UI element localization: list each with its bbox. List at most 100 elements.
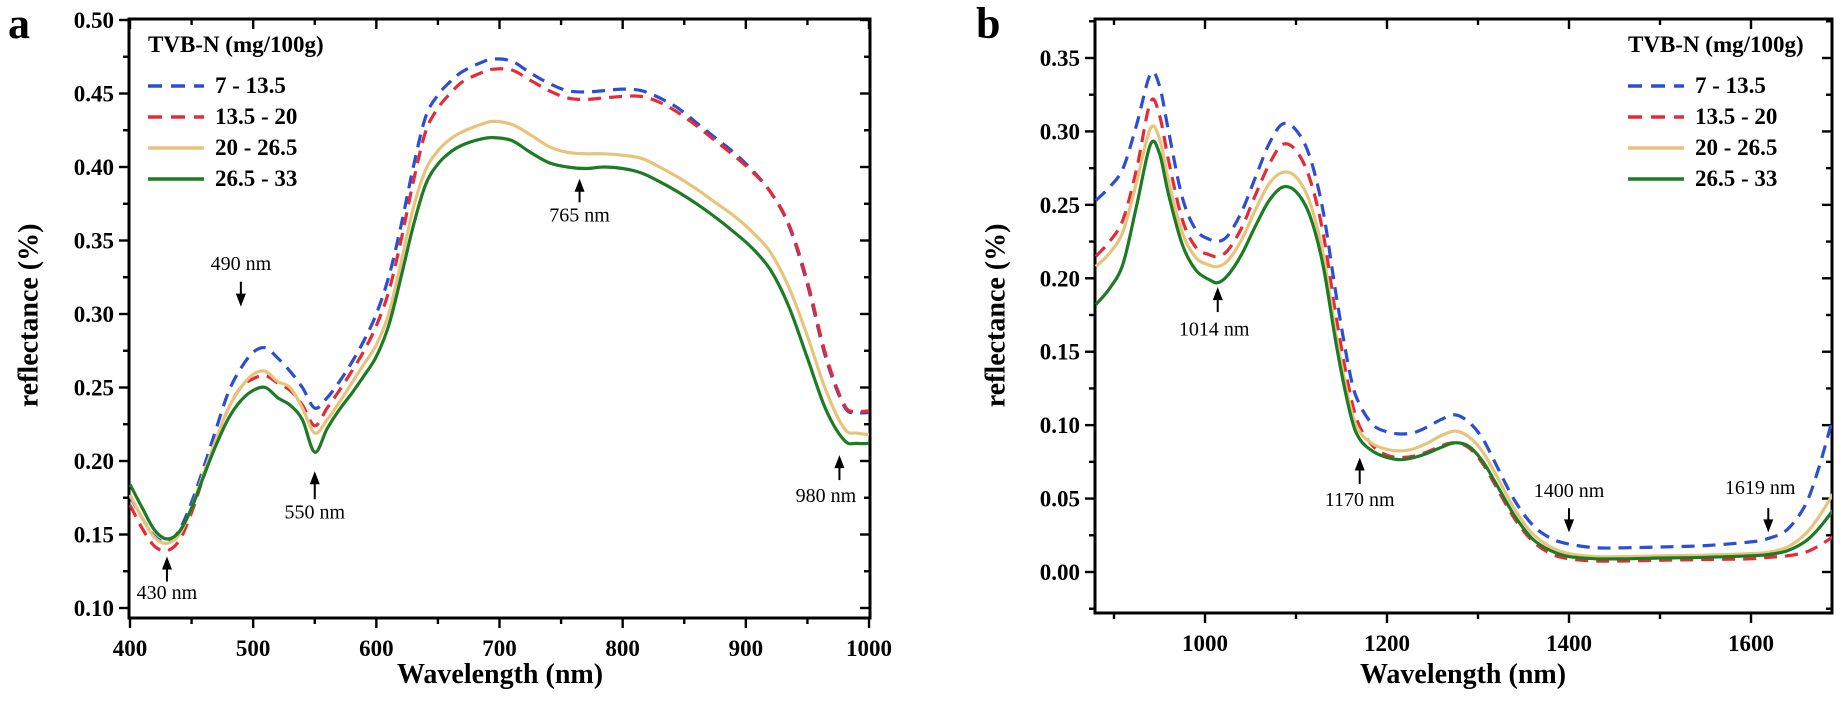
y-tick-label: 0.35 [1040, 46, 1080, 71]
arrow-down-icon [1763, 519, 1774, 533]
series-line-7-13.5 [1095, 70, 1832, 550]
annotation-1170-nm: 1170 nm [1325, 457, 1395, 511]
legend-entry: 20 - 26.5 [146, 132, 324, 163]
annotation-label: 1619 nm [1725, 477, 1796, 499]
axis-tick-labels: 1000 1200 1400 1600 0.00 0.05 0.10 0.15 0.20 0.25… [1040, 46, 1774, 656]
series-lines [129, 57, 870, 553]
legend-line-sample-blue [1628, 83, 1684, 88]
legend-entry-label: 13.5 - 20 [1695, 103, 1778, 129]
arrow-down-icon [235, 293, 246, 307]
axis-ticks [1085, 19, 1832, 623]
series-line-13.5-20 [129, 67, 870, 553]
panel-b-legend-title: TVB-N (mg/100g) [1628, 32, 1804, 57]
legend-line-sample-red [1628, 114, 1684, 119]
y-tick-label: 0.15 [1040, 340, 1080, 365]
panel-a-yaxis-title: reflectance (%) [13, 223, 45, 408]
legend-entry-label: 13.5 - 20 [215, 103, 298, 129]
annotation-490-nm: 490 nm [211, 253, 272, 307]
panel-b-xaxis-title: Wavelength (nm) [1359, 659, 1567, 690]
x-tick-label: 500 [236, 636, 271, 661]
legend-line-sample-green [148, 176, 204, 181]
y-tick-label: 0.50 [74, 8, 114, 33]
annotation-label: 1014 nm [1179, 319, 1250, 341]
panel-b: 1000 1200 1400 1600 0.00 0.05 0.10 0.15 0.20 0.25… [1040, 17, 1834, 656]
series-lines [1095, 70, 1832, 563]
legend-entry-label: 7 - 13.5 [215, 72, 286, 98]
legend-line-sample-blue [148, 83, 204, 88]
arrow-up-icon [834, 455, 845, 469]
annotation-1400-nm: 1400 nm [1534, 480, 1605, 533]
y-tick-label: 0.45 [74, 82, 114, 107]
y-tick-label: 0.05 [1040, 487, 1080, 512]
arrow-up-icon [309, 471, 320, 485]
y-tick-label: 0.10 [74, 596, 114, 621]
annotation-label: 765 nm [549, 204, 610, 226]
legend-entry: 20 - 26.5 [1626, 132, 1804, 163]
panel-a-legend: TVB-N (mg/100g) 7 - 13.5 13.5 - 20 20 - … [146, 32, 324, 194]
legend-entry-label: 7 - 13.5 [1695, 72, 1766, 98]
y-tick-label: 0.40 [74, 155, 114, 180]
panel-a-xaxis-title: Wavelength (nm) [396, 659, 604, 690]
panel-b-legend: TVB-N (mg/100g) 7 - 13.5 13.5 - 20 20 - … [1626, 32, 1804, 194]
y-tick-label: 0.20 [74, 449, 114, 474]
legend-line-sample-yellow [148, 145, 204, 150]
panel-a: 400 500 600 700 800 900 1000 0.10 0.15 0.20 0.25 0.… [74, 8, 892, 661]
legend-line-sample-red [148, 114, 204, 119]
annotation-550-nm: 550 nm [284, 471, 345, 523]
y-tick-label: 0.10 [1040, 413, 1080, 438]
annotation-1014-nm: 1014 nm [1179, 287, 1250, 341]
x-tick-label: 1000 [846, 636, 892, 661]
legend-line-sample-yellow [1628, 145, 1684, 150]
panel-a-legend-title: TVB-N (mg/100g) [148, 32, 324, 57]
y-tick-label: 0.25 [74, 376, 114, 401]
annotation-label: 1400 nm [1534, 480, 1605, 502]
panel-b-yaxis-title: reflectance (%) [980, 223, 1012, 408]
legend-entry: 13.5 - 20 [1626, 101, 1804, 132]
annotation-980-nm: 980 nm [796, 455, 857, 507]
legend-entry-label: 20 - 26.5 [215, 134, 298, 160]
legend-entry: 26.5 - 33 [1626, 163, 1804, 194]
annotation-label: 1170 nm [1325, 489, 1395, 511]
legend-entry: 26.5 - 33 [146, 163, 324, 194]
x-tick-label: 1200 [1364, 631, 1410, 656]
annotation-label: 550 nm [284, 501, 345, 523]
legend-line-sample-green [1628, 176, 1684, 181]
x-tick-label: 1400 [1546, 631, 1592, 656]
legend-entry-label: 20 - 26.5 [1695, 134, 1778, 160]
y-tick-label: 0.35 [74, 229, 114, 254]
series-line-26.5-33 [1095, 139, 1832, 561]
axis-ticks [119, 18, 871, 628]
series-line-7-13.5 [129, 57, 870, 544]
x-tick-label: 800 [605, 636, 640, 661]
annotations: 430 nm 490 nm 550 nm 765 nm 980 nm [137, 178, 857, 604]
legend-entry-label: 26.5 - 33 [1695, 165, 1778, 191]
arrow-up-icon [574, 178, 585, 192]
legend-entry: 13.5 - 20 [146, 101, 324, 132]
x-tick-label: 1000 [1182, 631, 1228, 656]
x-tick-label: 1600 [1728, 631, 1774, 656]
x-tick-label: 700 [482, 636, 517, 661]
annotation-1619-nm: 1619 nm [1725, 477, 1796, 533]
x-tick-label: 400 [113, 636, 148, 661]
annotation-label: 430 nm [137, 582, 198, 604]
y-tick-label: 0.15 [74, 523, 114, 548]
y-tick-label: 0.00 [1040, 560, 1080, 585]
x-tick-label: 600 [359, 636, 394, 661]
series-line-20-26.5 [129, 119, 870, 545]
legend-entry-label: 26.5 - 33 [215, 165, 298, 191]
panel-b-letter: b [976, 0, 1001, 48]
y-tick-label: 0.30 [74, 302, 114, 327]
arrow-up-icon [1212, 287, 1223, 301]
y-tick-label: 0.25 [1040, 193, 1080, 218]
annotations: 1014 nm 1170 nm 1400 nm 1619 nm [1179, 287, 1796, 533]
panel-a-letter: a [8, 0, 30, 48]
x-tick-label: 900 [729, 636, 764, 661]
axis-tick-labels: 400 500 600 700 800 900 1000 0.10 0.15 0.20 0.25 0.… [74, 8, 892, 661]
arrow-up-icon [161, 556, 172, 570]
legend-entry: 7 - 13.5 [1626, 70, 1804, 101]
series-line-20-26.5 [1095, 124, 1832, 559]
annotation-label: 980 nm [796, 485, 857, 507]
series-line-26.5-33 [129, 135, 870, 541]
